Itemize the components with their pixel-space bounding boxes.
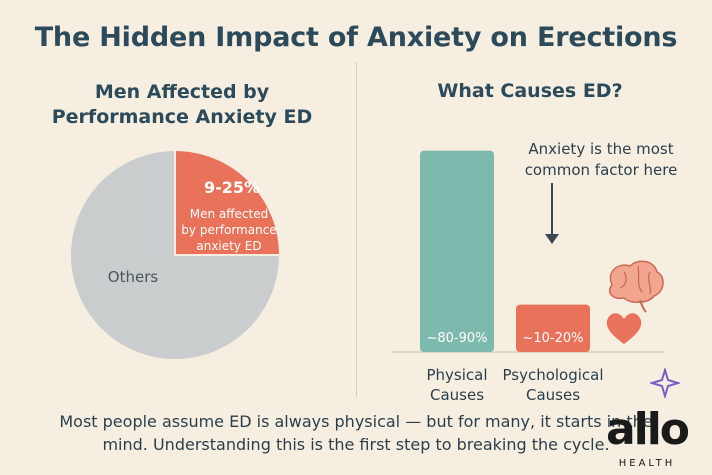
- bar-title-text: What Causes ED?: [437, 80, 623, 102]
- bar-category-label: Physical Causes: [426, 366, 487, 404]
- footer-text: Most people assume ED is always physical…: [40, 410, 672, 456]
- brand-logo: allo HEALTH: [592, 398, 702, 475]
- bar-category-label: Psychological Causes: [502, 366, 603, 404]
- page-title: The Hidden Impact of Anxiety on Erection…: [34, 22, 678, 53]
- brain-icon: [608, 260, 664, 313]
- bar-physical-causes: [420, 150, 494, 352]
- arrow-down-icon: [545, 183, 559, 244]
- pie-slice-others: [69, 148, 282, 361]
- bar-chart-title: What Causes ED?: [380, 80, 680, 102]
- pie-slice-others-label: Others: [108, 268, 159, 286]
- pie-slice-anxiety: [174, 148, 282, 256]
- bar-chart: ~80-90% Physical Causes ~10-20% Psychologica…: [420, 150, 604, 404]
- pie-slice-description: Men affected by performance anxiety ED: [181, 207, 276, 253]
- brand-sub: HEALTH: [618, 458, 676, 469]
- pie-chart: [69, 148, 282, 361]
- pie-title-text: Men Affected by Performance Anxiety ED: [51, 81, 313, 128]
- bar-annotation-text: Anxiety is the most common factor here: [525, 140, 678, 179]
- pie-chart-title: Men Affected by Performance Anxiety ED: [32, 80, 332, 130]
- bar-value-label: ~80-90%: [426, 331, 487, 346]
- divider: [356, 62, 357, 397]
- brand-name: allo: [605, 404, 690, 455]
- footer-line-2: mind. Understanding this is the first st…: [102, 435, 610, 454]
- footer-line-1: Most people assume ED is always physical…: [59, 412, 653, 431]
- pie-slice-percent-label: 9-25%: [204, 178, 260, 197]
- heart-icon: [606, 313, 642, 344]
- sparkle-icon: [650, 368, 680, 398]
- bar-psychological-causes: [516, 304, 590, 352]
- bar-value-label: ~10-20%: [522, 331, 583, 346]
